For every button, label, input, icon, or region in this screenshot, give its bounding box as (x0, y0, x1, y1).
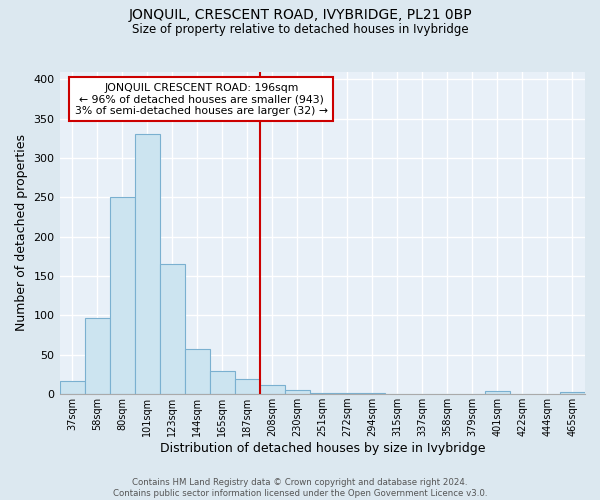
Text: JONQUIL, CRESCENT ROAD, IVYBRIDGE, PL21 0BP: JONQUIL, CRESCENT ROAD, IVYBRIDGE, PL21 … (128, 8, 472, 22)
Bar (134, 134, 160, 394)
Text: Size of property relative to detached houses in Ivybridge: Size of property relative to detached ho… (131, 22, 469, 36)
Y-axis label: Number of detached properties: Number of detached properties (15, 134, 28, 332)
Bar (59, 381, 85, 394)
Bar (185, 348, 209, 394)
Bar (560, 392, 585, 394)
Bar (209, 370, 235, 394)
Bar (485, 391, 510, 394)
Bar (260, 384, 285, 394)
Bar (285, 390, 310, 394)
Text: Contains HM Land Registry data © Crown copyright and database right 2024.
Contai: Contains HM Land Registry data © Crown c… (113, 478, 487, 498)
Bar (235, 379, 260, 394)
Bar (85, 318, 110, 394)
Bar (160, 264, 185, 394)
Text: JONQUIL CRESCENT ROAD: 196sqm
← 96% of detached houses are smaller (943)
3% of s: JONQUIL CRESCENT ROAD: 196sqm ← 96% of d… (75, 83, 328, 116)
X-axis label: Distribution of detached houses by size in Ivybridge: Distribution of detached houses by size … (160, 442, 485, 455)
Bar (110, 198, 134, 394)
